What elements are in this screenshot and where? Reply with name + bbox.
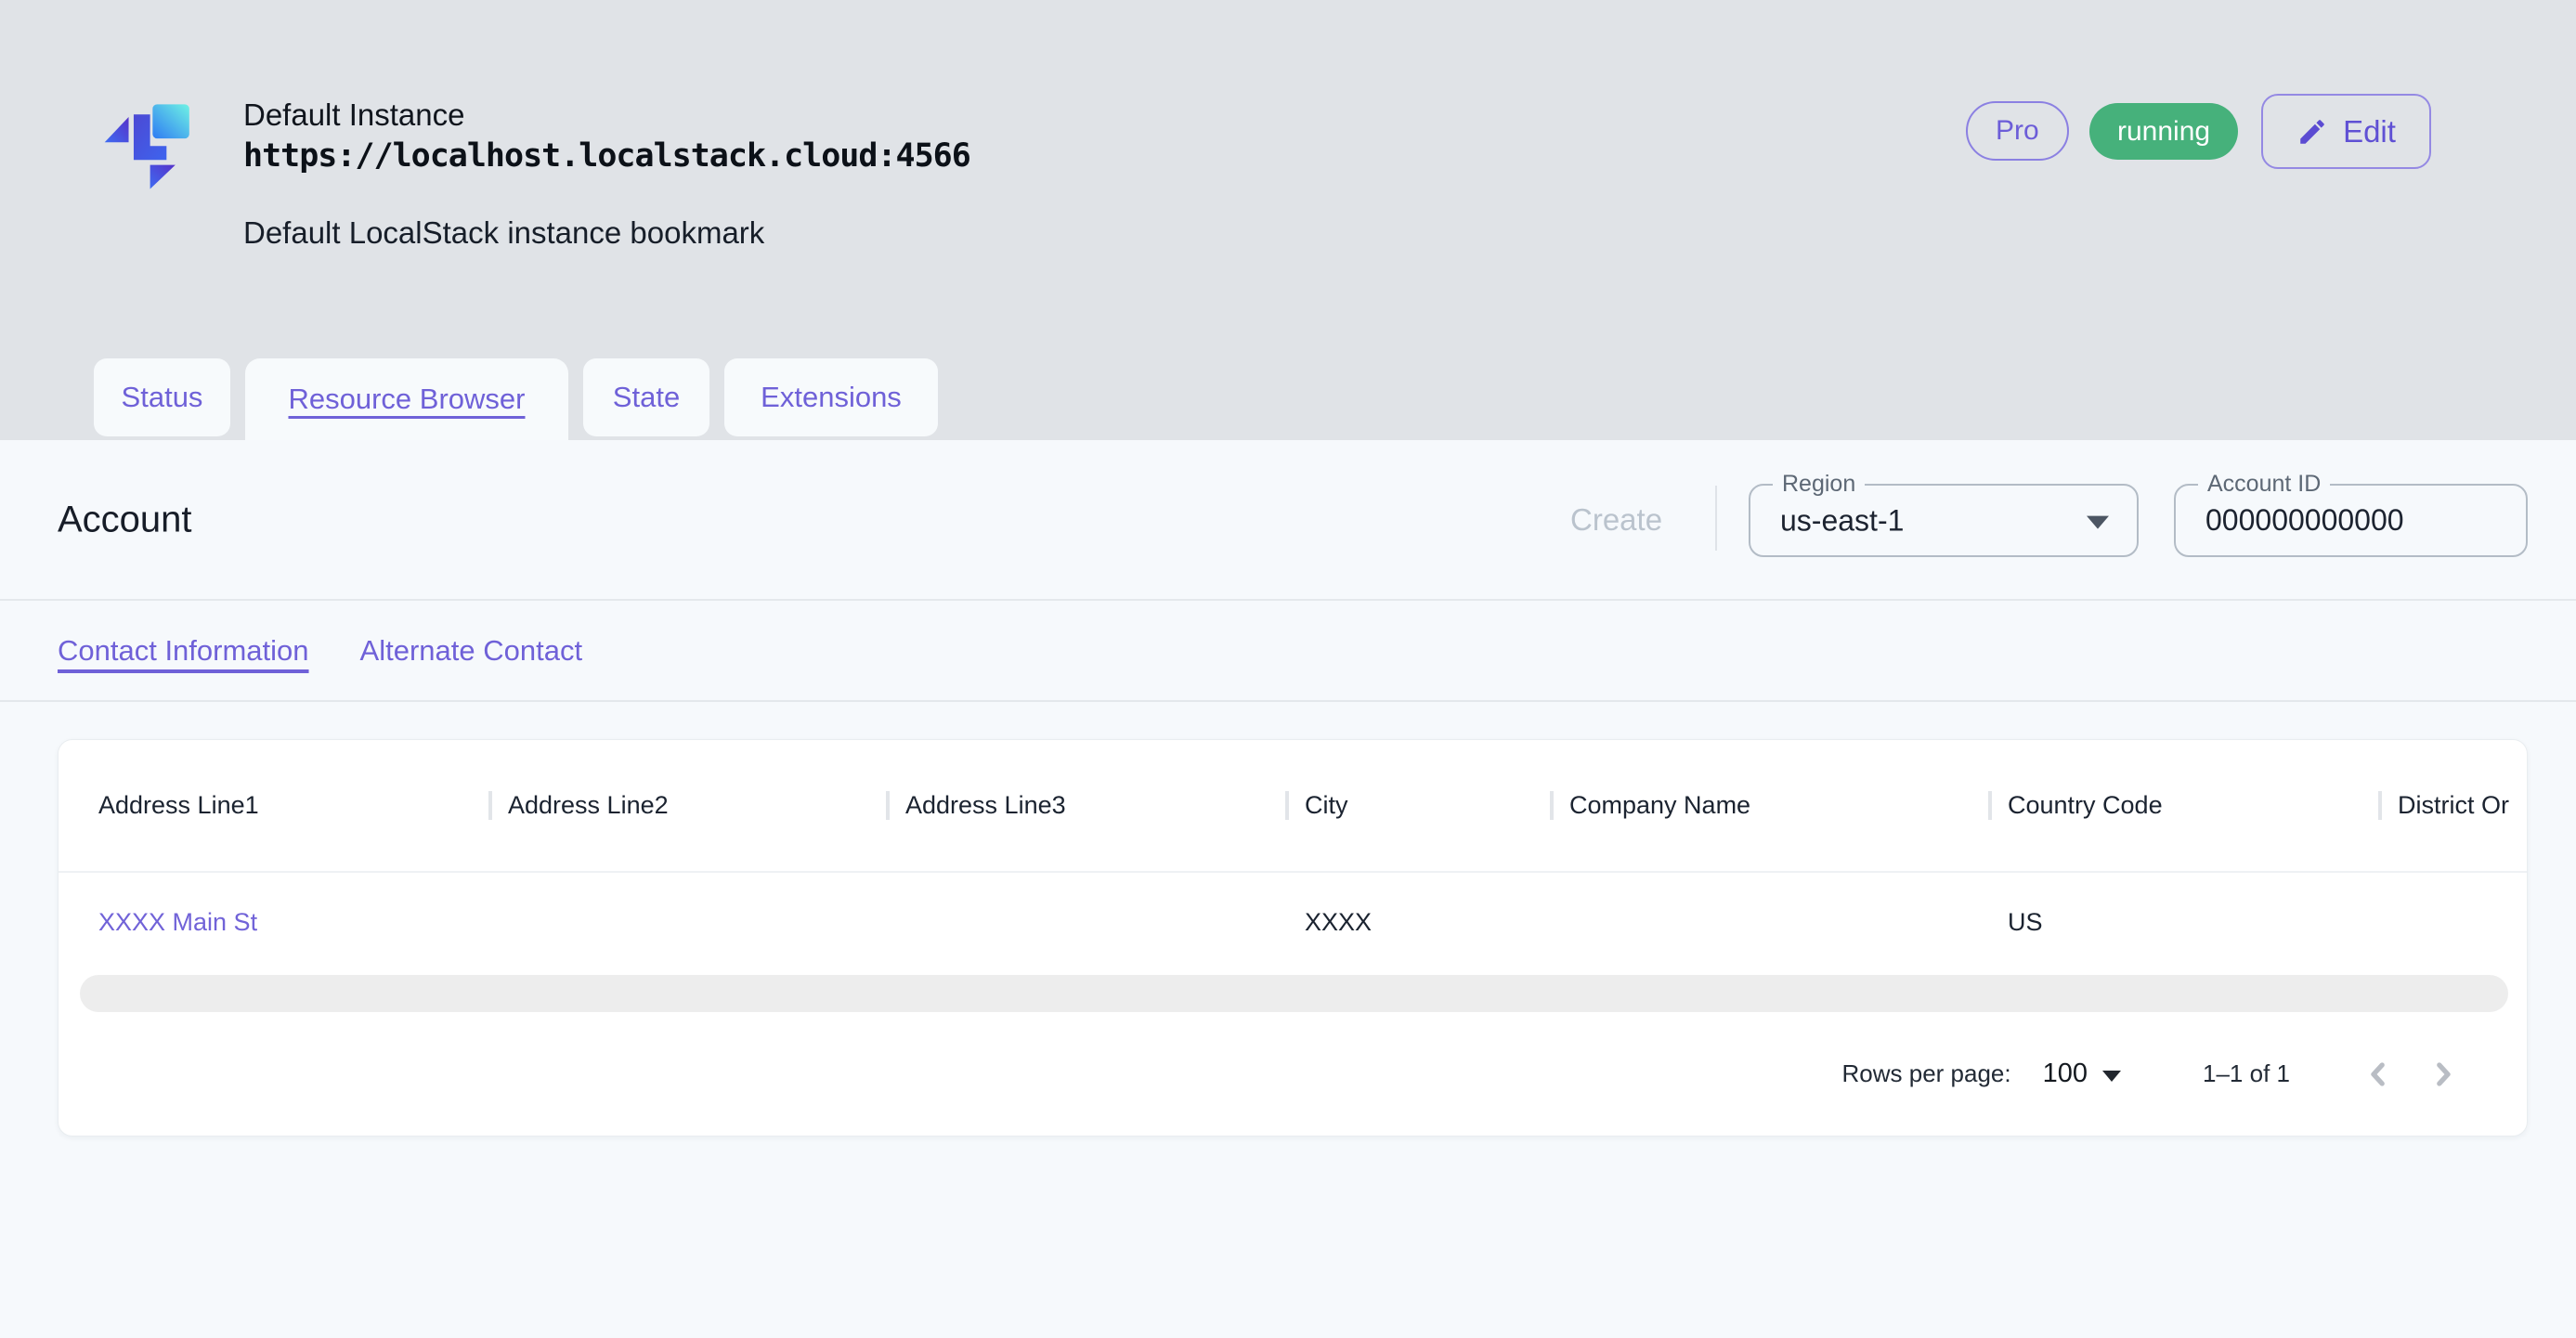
column-header-company-name[interactable]: Company Name (1550, 791, 1988, 820)
edit-button[interactable]: Edit (2261, 94, 2431, 169)
pagination-range-label: 1–1 of 1 (2203, 1059, 2290, 1087)
section-divider (0, 700, 2576, 702)
pencil-icon (2300, 119, 2324, 144)
account-toolbar: Account Create Region us-east-1 Account … (0, 440, 2576, 599)
create-button[interactable]: Create (1570, 501, 1663, 537)
column-header-address-line1[interactable]: Address Line1 (98, 791, 259, 819)
cell-country-code: US (2008, 907, 2043, 936)
cell-city: XXXX (1305, 907, 1373, 936)
tab-status[interactable]: Status (94, 358, 230, 436)
region-select-label: Region (1773, 470, 1866, 498)
column-header-district[interactable]: District Or (2378, 791, 2527, 820)
tab-resource-browser[interactable]: Resource Browser (245, 358, 568, 440)
table-header-row: Address Line1 Address Line2 Address Line… (59, 740, 2527, 873)
column-header-address-line3[interactable]: Address Line3 (886, 791, 1285, 820)
localstack-logo (104, 104, 189, 189)
instance-title: Default Instance (243, 97, 465, 132)
tab-state-label: State (612, 381, 681, 413)
table-pagination: Rows per page: 100 1–1 of 1 (59, 1012, 2527, 1136)
instance-tab-bar: Status Resource Browser State Extensions (94, 358, 938, 440)
subtab-contact-information[interactable]: Contact Information (58, 633, 309, 667)
subtab-alternate-contact[interactable]: Alternate Contact (359, 633, 583, 667)
region-select[interactable]: Region us-east-1 (1749, 470, 2139, 557)
account-subtab-bar: Contact Information Alternate Contact (0, 601, 2576, 700)
pro-badge: Pro (1966, 101, 2069, 161)
instance-subtitle: Default LocalStack instance bookmark (243, 215, 765, 250)
table-row: XXXX Main St XXXX US (59, 873, 2527, 971)
tab-state[interactable]: State (583, 358, 709, 436)
column-header-country-code[interactable]: Country Code (1988, 791, 2378, 820)
account-id-field: Account ID (2174, 470, 2528, 557)
column-header-city[interactable]: City (1285, 791, 1550, 820)
tab-extensions[interactable]: Extensions (724, 358, 938, 436)
horizontal-scrollbar[interactable] (80, 975, 2508, 1012)
rows-per-page-value: 100 (2042, 1059, 2088, 1088)
section-divider (0, 599, 2576, 601)
next-page-button[interactable] (2411, 1042, 2476, 1107)
account-id-input[interactable] (2176, 486, 2526, 555)
caret-down-icon (2087, 515, 2109, 529)
tab-extensions-label: Extensions (761, 381, 902, 413)
tab-status-label: Status (121, 381, 203, 413)
tab-resource-browser-label: Resource Browser (288, 383, 526, 415)
rows-per-page-label: Rows per page: (1841, 1059, 2011, 1087)
page-title: Account (58, 499, 192, 539)
previous-page-button[interactable] (2346, 1042, 2411, 1107)
region-select-value: us-east-1 (1780, 503, 1905, 537)
cell-address-line1-link[interactable]: XXXX Main St (98, 907, 258, 936)
toolbar-divider (1715, 486, 1717, 551)
contact-information-table-card: Address Line1 Address Line2 Address Line… (58, 739, 2528, 1137)
rows-per-page-select[interactable]: 100 (2042, 1059, 2122, 1089)
running-status-badge: running (2089, 103, 2239, 160)
chevron-right-icon (2437, 1061, 2451, 1086)
resource-browser-panel: Account Create Region us-east-1 Account … (0, 440, 2576, 1338)
chevron-left-icon (2371, 1061, 2385, 1086)
edit-button-label: Edit (2343, 113, 2396, 149)
caret-down-icon (2102, 1070, 2122, 1082)
instance-url: https://localhost.localstack.cloud:4566 (243, 137, 971, 175)
column-header-address-line2[interactable]: Address Line2 (488, 791, 886, 820)
